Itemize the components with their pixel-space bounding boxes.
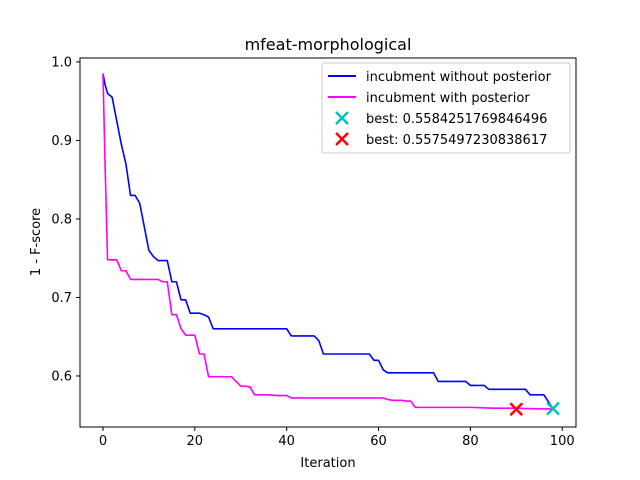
x-tick-label: 0 <box>99 434 107 449</box>
legend-marker-best-2 <box>335 132 349 146</box>
best-marker-2-stroke-b <box>509 402 524 417</box>
legend-label-best-2: best: 0.5575497230838617 <box>366 133 547 148</box>
series-line-2 <box>102 73 554 410</box>
y-axis-label: 1 - F-score <box>29 208 44 276</box>
x-tick-label: 40 <box>278 434 295 449</box>
legend-label-series-1: incubment without posterior <box>366 70 552 85</box>
x-tick-label: 80 <box>462 434 479 449</box>
best-marker-2 <box>509 402 524 417</box>
y-tick-label: 0.8 <box>51 212 72 227</box>
x-tick-label: 60 <box>370 434 387 449</box>
marker-group <box>509 401 560 417</box>
legend-box <box>321 62 571 154</box>
y-tick-label: 1.0 <box>51 55 72 70</box>
y-tick-label: 0.7 <box>51 291 72 306</box>
legend-label-series-2: incubment with posterior <box>366 91 530 106</box>
x-tick-label: 20 <box>187 434 204 449</box>
best-marker-1-stroke-b <box>546 401 560 416</box>
best-marker-1 <box>546 401 560 416</box>
axes-frame <box>79 57 577 428</box>
series-line-1 <box>102 73 554 410</box>
legend-marker-2-stroke-b <box>335 132 349 146</box>
legend-marker-1-stroke-b <box>335 111 349 125</box>
tick-group: 0 20 40 60 80 100 0.6 0.7 0.8 0.9 1.0 <box>51 55 574 449</box>
x-axis-label: Iteration <box>300 456 355 471</box>
legend: incubment without posterior incubment wi… <box>321 62 571 154</box>
series-group <box>102 73 554 410</box>
legend-label-best-1: best: 0.5584251769846496 <box>366 112 547 127</box>
legend-marker-best-1 <box>335 111 349 125</box>
x-tick-label: 100 <box>550 434 575 449</box>
chart-title: mfeat-morphological <box>245 35 412 54</box>
y-tick-label: 0.9 <box>51 134 72 149</box>
y-tick-label: 0.6 <box>51 369 72 384</box>
